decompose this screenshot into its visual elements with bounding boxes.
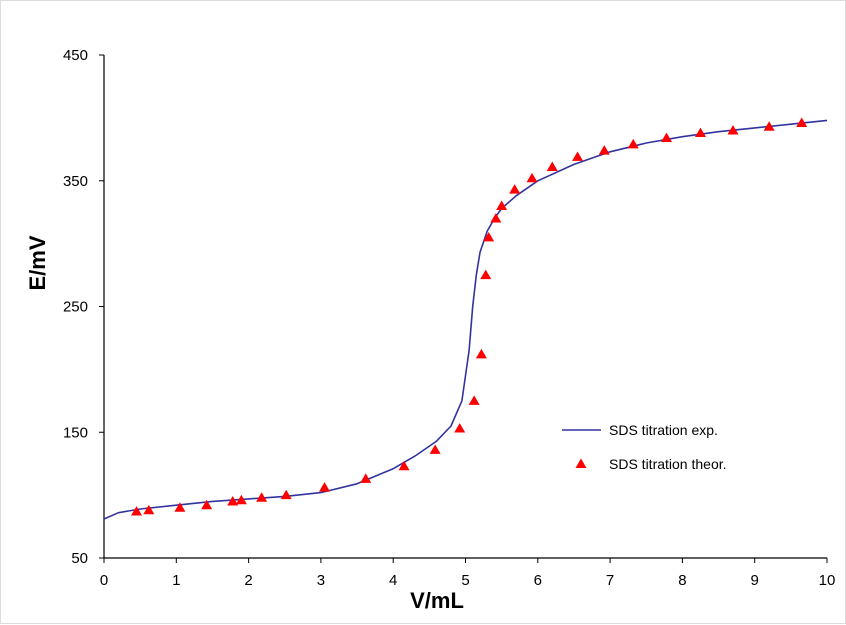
data-point-theor (572, 151, 584, 161)
data-point-theor (546, 161, 558, 171)
data-point-theor (454, 423, 466, 433)
data-point-theor (598, 145, 610, 155)
data-point-theor (319, 482, 331, 492)
y-tick-label: 250 (63, 299, 88, 316)
legend: SDS titration exp. SDS titration theor. (562, 422, 727, 472)
data-point-theor (483, 231, 495, 242)
x-tick-label: 4 (389, 572, 397, 589)
x-tick-label: 0 (100, 572, 108, 589)
series-line-exp (103, 119, 828, 520)
legend-triangle-swatch (575, 458, 587, 468)
y-tick-label: 150 (63, 424, 88, 441)
axes (103, 55, 827, 559)
y-tick-label: 50 (71, 550, 88, 567)
data-point-theor (660, 132, 672, 143)
data-point-theor (763, 121, 775, 131)
data-point-theor (235, 494, 247, 505)
x-tick-label: 6 (534, 572, 542, 589)
data-point-theor (796, 117, 808, 127)
y-axis-title: E/mV (25, 235, 50, 290)
data-point-theor (429, 444, 441, 454)
x-tick-label: 2 (244, 572, 252, 589)
legend-label-theor: SDS titration theor. (609, 456, 727, 472)
data-point-theor (280, 489, 292, 500)
x-axis-ticks: 0 1 2 3 4 5 6 7 8 9 10 (100, 558, 836, 589)
data-point-theor (201, 499, 213, 510)
y-tick-label: 350 (63, 173, 88, 190)
x-tick-label: 5 (461, 572, 469, 589)
x-tick-label: 8 (678, 572, 686, 589)
y-tick-label: 450 (63, 47, 88, 64)
x-tick-label: 10 (819, 572, 836, 589)
data-point-theor (468, 395, 480, 405)
x-tick-label: 9 (751, 572, 759, 589)
data-point-theor (143, 504, 155, 515)
data-point-theor (227, 496, 239, 506)
data-point-theor (490, 213, 502, 223)
x-tick-label: 7 (606, 572, 614, 589)
data-point-theor (627, 138, 639, 149)
data-point-theor (509, 184, 521, 194)
plot-series (103, 117, 828, 520)
data-point-theor (475, 348, 487, 359)
legend-label-exp: SDS titration exp. (609, 422, 718, 438)
x-tick-label: 3 (317, 572, 325, 589)
data-point-theor (480, 269, 492, 280)
data-point-theor (360, 473, 372, 483)
x-tick-label: 1 (172, 572, 180, 589)
data-point-theor (398, 460, 410, 471)
data-point-theor (694, 127, 706, 138)
data-point-theor (496, 200, 508, 210)
data-point-theor (727, 125, 739, 135)
data-point-theor (526, 172, 538, 183)
data-point-theor (256, 492, 268, 502)
x-axis-title: V/mL (410, 588, 464, 613)
data-point-theor (131, 506, 143, 516)
data-point-theor (174, 502, 186, 512)
y-axis-ticks: 50 150 250 350 450 (63, 47, 104, 567)
